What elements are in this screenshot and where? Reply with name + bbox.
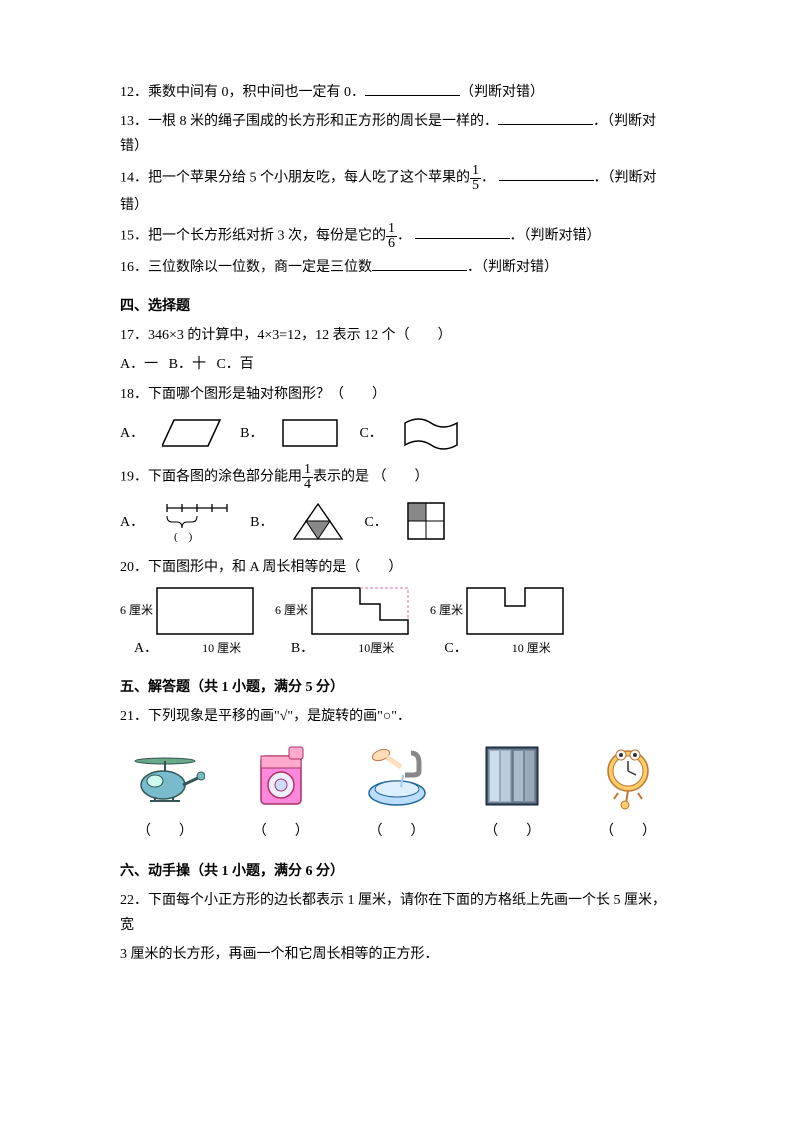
q-number: 19． (120, 469, 148, 484)
answer-paren[interactable]: （ ） (352, 819, 442, 844)
q-number: 22． (120, 893, 148, 908)
option-a-label: A． (120, 510, 144, 535)
option-a-label: A． (120, 421, 144, 446)
q-number: 13． (120, 114, 148, 129)
option-b-shape[interactable]: 6 厘米 B．10厘米 (275, 586, 410, 661)
option-c-label: C． (359, 421, 382, 446)
answer-paren[interactable]: （ ） (467, 819, 557, 844)
segment-bracket-icon[interactable]: ( ) (162, 500, 232, 545)
question-17-options: A．一 B．十 C．百 (120, 352, 673, 377)
question-20-options: 6 厘米 A．10 厘米 6 厘米 B．10厘米 6 厘米 C．10 厘米 (120, 586, 673, 661)
q-text: 一根 8 米的绳子围成的长方形和正方形的周长是一样的． (148, 114, 498, 129)
owl-clock-icon (588, 741, 668, 811)
q-text: 3 厘米的长方形，再画一个和它周长相等的正方形． (120, 947, 439, 962)
option-b-label: B． (240, 421, 263, 446)
faucet-image (352, 741, 442, 811)
q-text: 下面各图的涂色部分能用 (148, 469, 302, 484)
question-19-options: A． ( ) B． C． (120, 500, 673, 545)
q-text: 下面每个小正方形的边长都表示 1 厘米，请你在下面的方格纸上先画一个长 5 厘米… (120, 893, 666, 933)
question-12: 12．乘数中间有 0，积中间也一定有 0． （判断对错） (120, 80, 673, 105)
judge-label: ．（判断对错） (510, 228, 601, 243)
faucet-icon (357, 741, 437, 811)
section-6-title: 六、动手操（共 1 小题，满分 6 分） (120, 859, 673, 884)
q-number: 15． (120, 228, 148, 243)
question-14: 14．把一个苹果分给 5 个小朋友吃，每人吃了这个苹果的15． ．（判断对错） (120, 164, 673, 218)
section-4-title: 四、选择题 (120, 294, 673, 319)
answer-blank[interactable] (498, 111, 593, 125)
rectangle-icon[interactable] (281, 416, 341, 451)
q-number: 16． (120, 260, 148, 275)
judge-label: （判断对错） (460, 85, 544, 100)
judge-label: ．（判断对错） (467, 260, 558, 275)
question-21: 21．下列现象是平移的画"√"，是旋转的画"○"． (120, 704, 673, 729)
option-c-shape[interactable]: 6 厘米 C．10 厘米 (430, 586, 565, 661)
answer-blank[interactable] (415, 225, 510, 239)
q-number: 18． (120, 387, 148, 402)
question-13: 13．一根 8 米的绳子围成的长方形和正方形的周长是一样的．．（判断对错） (120, 109, 673, 159)
option-b[interactable]: B．十 (169, 357, 206, 372)
door-image (467, 741, 557, 811)
q-text: 乘数中间有 0，积中间也一定有 0． (148, 85, 365, 100)
q-text: 下面哪个图形是轴对称图形？（ ） (148, 387, 386, 402)
helicopter-icon (125, 741, 205, 811)
q-number: 12． (120, 85, 148, 100)
fraction: 15 (470, 164, 481, 193)
fraction: 16 (386, 222, 397, 251)
option-a[interactable]: A．一 (120, 357, 158, 372)
answer-blank[interactable] (499, 167, 594, 181)
question-22: 22．下面每个小正方形的边长都表示 1 厘米，请你在下面的方格纸上先画一个长 5… (120, 888, 673, 938)
square-grid-icon[interactable] (406, 501, 448, 543)
triangle-shaded-icon[interactable] (291, 501, 346, 543)
answer-paren[interactable]: （ ） (236, 819, 326, 844)
answer-blank[interactable] (365, 82, 460, 96)
q-number: 21． (120, 709, 148, 724)
question-18-options: A． B． C． (120, 415, 673, 453)
flag-icon[interactable] (401, 415, 461, 453)
q-text: 下列现象是平移的画"√"，是旋转的画"○"． (148, 709, 411, 724)
fraction: 14 (302, 463, 313, 492)
question-21-images (120, 741, 673, 811)
question-21-answers: （ ） （ ） （ ） （ ） （ ） (120, 819, 673, 844)
question-17: 17．346×3 的计算中，4×3=12，12 表示 12 个（ ） (120, 323, 673, 348)
answer-blank[interactable] (372, 257, 467, 271)
question-16: 16．三位数除以一位数，商一定是三位数 ．（判断对错） (120, 255, 673, 280)
option-b-label: B． (250, 510, 273, 535)
q-number: 14． (120, 170, 148, 185)
owl-clock-image (583, 741, 673, 811)
parallelogram-icon[interactable] (162, 416, 222, 451)
washer-icon (241, 741, 321, 811)
answer-paren[interactable]: （ ） (120, 819, 210, 844)
option-c[interactable]: C．百 (216, 357, 253, 372)
sliding-door-icon (472, 741, 552, 811)
question-22-cont: 3 厘米的长方形，再画一个和它周长相等的正方形． (120, 942, 673, 967)
q-text: 把一个苹果分给 5 个小朋友吃，每人吃了这个苹果的 (148, 170, 470, 185)
question-15: 15．把一个长方形纸对折 3 次，每份是它的16． ．（判断对错） (120, 222, 673, 251)
option-a-shape[interactable]: 6 厘米 A．10 厘米 (120, 586, 255, 661)
svg-text:( ): ( ) (174, 531, 193, 543)
q-number: 20． (120, 560, 148, 575)
q-text: 把一个长方形纸对折 3 次，每份是它的 (148, 228, 386, 243)
answer-paren[interactable]: （ ） (583, 819, 673, 844)
section-5-title: 五、解答题（共 1 小题，满分 5 分） (120, 675, 673, 700)
q-text: 346×3 的计算中，4×3=12，12 表示 12 个（ ） (148, 328, 452, 343)
helicopter-image (120, 741, 210, 811)
q-text: 下面图形中，和 A 周长相等的是（ ） (148, 560, 402, 575)
washer-image (236, 741, 326, 811)
q-number: 17． (120, 328, 148, 343)
q-text: 三位数除以一位数，商一定是三位数 (148, 260, 372, 275)
option-c-label: C． (364, 510, 387, 535)
question-20: 20．下面图形中，和 A 周长相等的是（ ） (120, 555, 673, 580)
question-18: 18．下面哪个图形是轴对称图形？（ ） (120, 382, 673, 407)
question-19: 19．下面各图的涂色部分能用14表示的是 （ ） (120, 463, 673, 492)
